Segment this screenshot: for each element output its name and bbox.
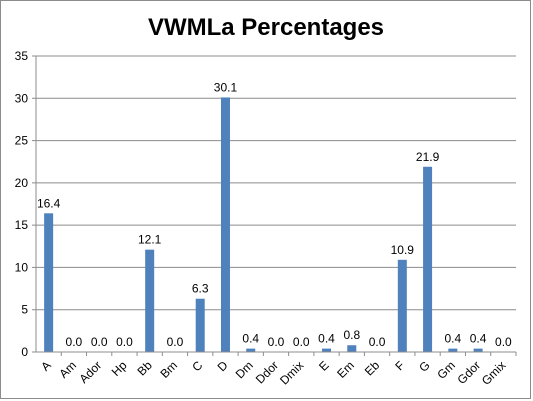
y-tick-label: 20 [15,176,29,190]
bar-bb [145,249,155,352]
bar-a [44,213,54,352]
x-tick-label-ador: Ador [76,358,104,386]
x-tick-label-em: Em [334,358,357,381]
data-label-c: 6.3 [192,282,209,296]
bar-g [423,166,433,352]
axes [35,56,516,353]
data-label-gmix: 0.0 [495,335,512,349]
bars [44,97,483,352]
y-axis-ticks: 0 5 10 15 20 25 30 35 [15,49,36,359]
bar-e [322,348,332,352]
chart-title: VWMLa Percentages [148,14,384,41]
x-tick-label-gdor: Gdor [454,358,483,387]
data-label-a: 16.4 [37,196,61,210]
bar-gm [448,348,458,352]
y-tick-label: 15 [15,218,29,232]
data-label-gdor: 0.4 [470,332,487,346]
x-tick-label-a: A [38,358,54,374]
x-tick-label-e: E [316,358,332,374]
x-tick-label-hp: Hp [109,358,130,379]
x-tick-label-dm: Dm [233,358,256,381]
y-tick-label: 35 [15,49,29,63]
data-labels: 16.4 0.0 0.0 0.0 12.1 0.0 6.3 30.1 0.4 0.0 0.0 0.4 0… [37,80,512,349]
data-label-e: 0.4 [318,332,335,346]
y-tick-label: 10 [15,260,29,274]
data-label-am: 0.0 [66,335,83,349]
y-tick-label: 5 [21,303,28,317]
data-label-g: 21.9 [416,150,440,164]
y-tick-label: 25 [15,134,29,148]
data-label-d: 30.1 [214,80,238,94]
data-label-bm: 0.0 [167,335,184,349]
data-label-ddor: 0.0 [268,335,285,349]
gridlines [36,55,516,311]
data-label-em: 0.8 [343,328,360,342]
data-label-eb: 0.0 [369,335,386,349]
x-tick-label-bm: Bm [157,358,180,381]
y-tick-label: 30 [15,91,29,105]
x-tick-label-bb: Bb [135,358,156,379]
data-label-dmix: 0.0 [293,335,310,349]
data-label-ador: 0.0 [91,335,108,349]
bar-dm [246,348,256,352]
x-tick-label-eb: Eb [362,358,383,379]
data-label-hp: 0.0 [116,335,133,349]
bar-gdor [473,348,483,352]
data-label-gm: 0.4 [444,332,461,346]
bar-d [220,97,230,352]
x-tick-label-c: C [189,358,205,374]
bar-em [347,345,357,352]
x-tick-label-g: G [416,358,433,375]
y-tick-label: 0 [21,345,28,359]
data-label-f: 10.9 [391,243,415,257]
x-tick-label-d: D [215,358,231,374]
x-tick-label-ddor: Ddor [253,358,281,386]
data-label-dm: 0.4 [242,332,259,346]
x-tick-label-dmix: Dmix [277,358,306,387]
x-tick-label-gmix: Gmix [479,358,509,388]
x-tick-label-am: Am [56,358,79,381]
x-tick-label-f: F [392,358,407,373]
bar-c [195,298,205,352]
data-label-bb: 12.1 [138,233,162,247]
bar-f [397,259,407,352]
